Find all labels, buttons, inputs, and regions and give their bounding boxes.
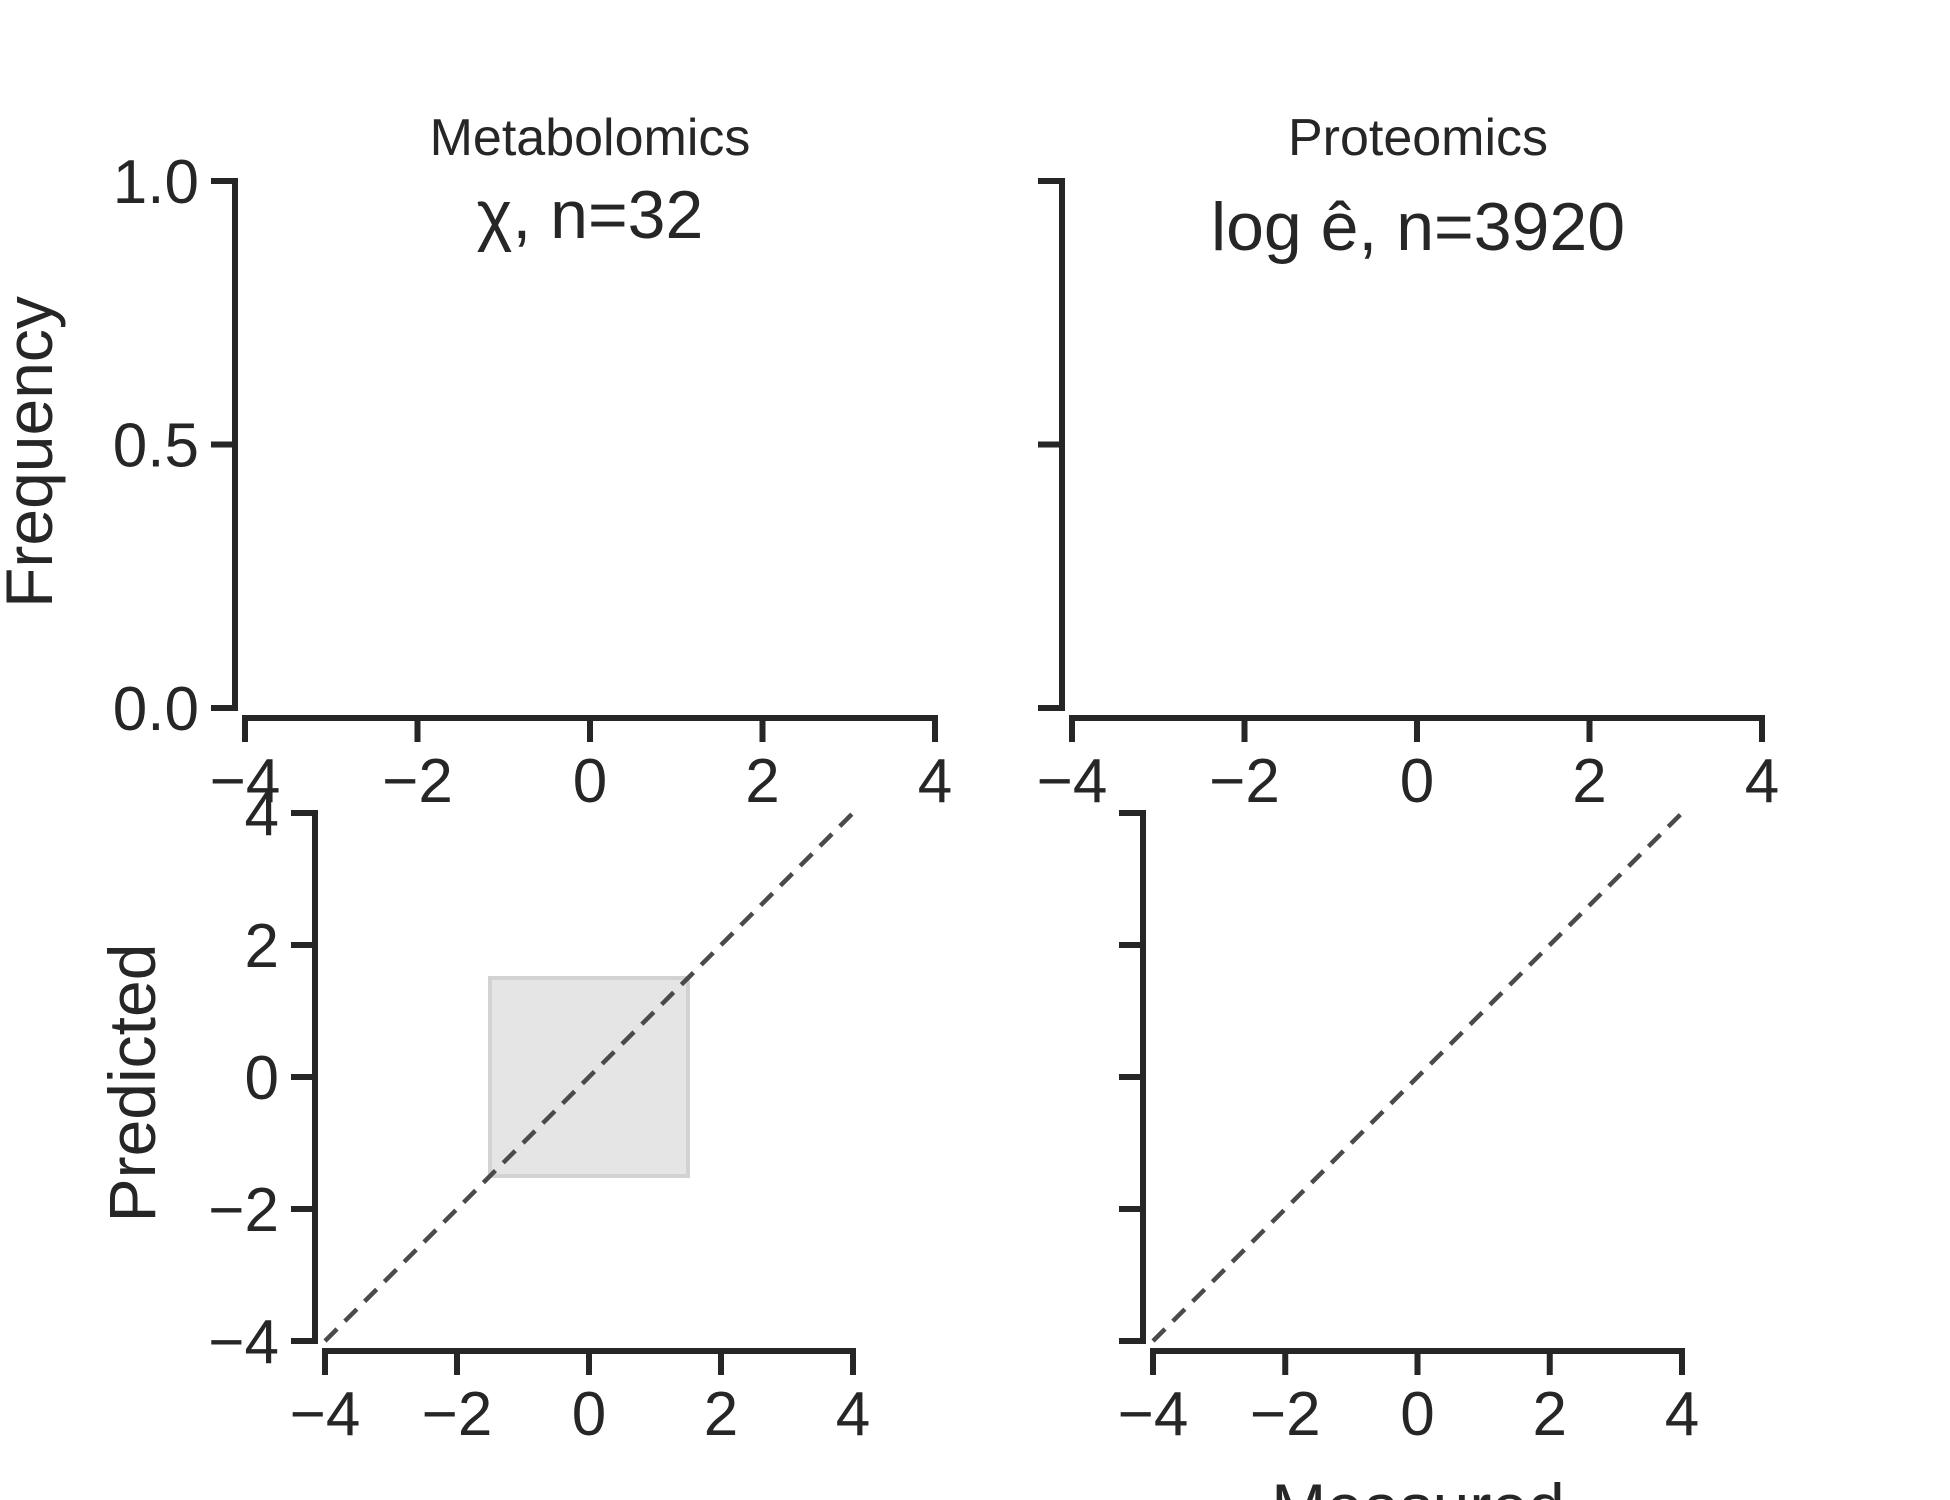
x-tick-label: 2 [1533, 1380, 1567, 1449]
x-tick-label: −2 [422, 1380, 493, 1449]
y-tick-label: −4 [208, 1308, 279, 1377]
x-tick-label: 0 [1400, 1380, 1434, 1449]
panel-title: Metabolomics [430, 109, 751, 167]
panel-proteomics-histogram: Proteomics log ê, n=3920 −4 −2 0 2 4 [1037, 109, 1780, 816]
x-tick-label: −4 [1037, 747, 1108, 816]
identity-line [323, 811, 855, 1343]
x-tick-label: 4 [836, 1380, 870, 1449]
x-tick-label: −4 [210, 747, 281, 816]
y-tick-label: 4 [245, 780, 279, 849]
x-tick-label: 2 [745, 747, 779, 816]
y-tick-label: 1.0 [113, 148, 199, 217]
x-tick-label: 0 [1400, 747, 1434, 816]
y-tick-label: 0 [245, 1044, 279, 1113]
y-tick-label: 0.0 [113, 675, 199, 744]
x-tick-label: −4 [1118, 1380, 1189, 1449]
identity-line [1151, 811, 1684, 1343]
y-tick-label: −2 [208, 1176, 279, 1245]
x-tick-label: −2 [1209, 747, 1280, 816]
panel-title: Proteomics [1288, 109, 1548, 167]
x-tick-label: 0 [573, 747, 607, 816]
y-tick-label: 2 [245, 912, 279, 981]
x-tick-label: −2 [382, 747, 453, 816]
x-tick-label: −2 [1250, 1380, 1321, 1449]
panel-proteomics-scatter: Measured −4 −2 0 2 4 [1118, 810, 1699, 1500]
x-axis-label: Measured [1271, 1470, 1565, 1500]
x-tick-label: 2 [1572, 747, 1606, 816]
x-tick-label: 4 [1665, 1380, 1699, 1449]
y-axis-label: Frequency [0, 296, 66, 608]
x-tick-label: −4 [290, 1380, 361, 1449]
x-tick-label: 0 [572, 1380, 606, 1449]
y-axis-label: Predicted [95, 944, 169, 1223]
panel-subtitle: χ, n=32 [477, 177, 704, 253]
y-tick-label: 0.5 [113, 412, 199, 481]
x-tick-label: 4 [1745, 747, 1779, 816]
panel-metabolomics-scatter: Predicted −4 −2 0 2 4 −4 −2 0 2 4 [95, 780, 870, 1449]
panel-subtitle: log ê, n=3920 [1211, 189, 1625, 265]
panel-metabolomics-histogram: Metabolomics χ, n=32 Frequency −4 −2 0 2 4 0.… [0, 109, 952, 816]
x-tick-label: 4 [918, 747, 952, 816]
x-tick-label: 2 [704, 1380, 738, 1449]
